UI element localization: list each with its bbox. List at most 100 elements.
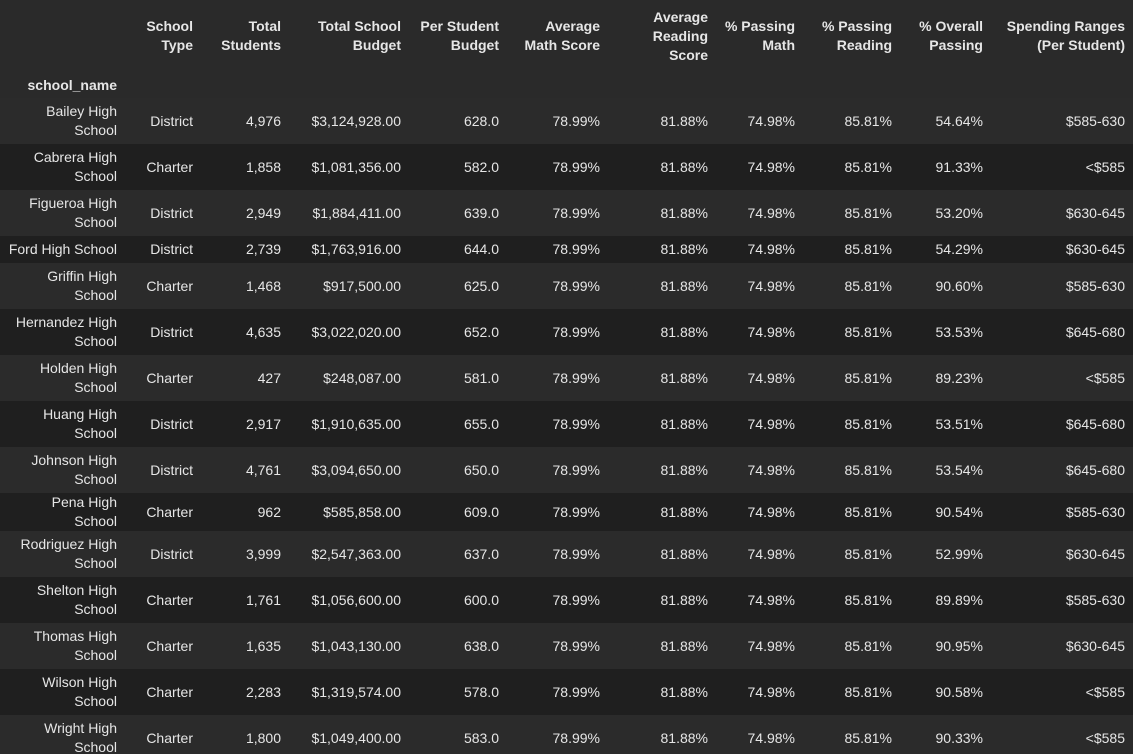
cell-overall-passing: 54.29% [935,241,983,257]
cell-passing-math: 74.98% [747,545,795,562]
cell-passing-reading: 85.81% [844,204,892,221]
row-index-school-name: Cabrera High School [33,149,117,184]
table-row: Bailey High School District 4,976 $3,124,92… [0,98,1133,144]
cell-spending-range: $645-680 [1065,461,1125,478]
cell-average-reading-score: 81.88% [660,591,708,608]
cell-school-type: District [150,204,193,221]
cell-overall-passing: 90.33% [935,729,983,746]
cell-passing-reading: 85.81% [844,545,892,562]
cell-per-student-budget: 581.0 [463,369,499,386]
cell-total-students: 4,761 [245,461,281,478]
cell-passing-math: 74.98% [747,158,795,175]
table-row: Cabrera High School Charter 1,858 $1,081,35… [0,144,1133,190]
cell-overall-passing: 53.53% [935,323,983,340]
cell-per-student-budget: 582.0 [463,158,499,175]
row-index-school-name: Wilson High School [42,674,117,709]
cell-total-students: 2,949 [245,204,281,221]
cell-passing-reading: 85.81% [844,683,892,700]
cell-average-math-score: 78.99% [552,112,600,129]
cell-passing-math: 74.98% [747,204,795,221]
index-name-row: school_name [0,72,1133,98]
cell-average-reading-score: 81.88% [660,637,708,654]
column-header-per-student-budget: Per Student Budget [420,18,499,53]
column-header-spending-ranges: Spending Ranges (Per Student) [1006,18,1125,53]
cell-total-students: 1,800 [245,729,281,746]
cell-total-students: 1,468 [245,277,281,294]
column-header-total-students: Total Students [221,18,281,53]
cell-total-students: 4,635 [245,323,281,340]
cell-average-math-score: 78.99% [552,729,600,746]
cell-average-reading-score: 81.88% [660,112,708,129]
cell-passing-math: 74.98% [747,369,795,386]
table-row: Ford High School District 2,739 $1,763,916.… [0,236,1133,263]
table-body: Bailey High School District 4,976 $3,124,92… [0,98,1133,754]
cell-per-student-budget: 639.0 [463,204,499,221]
cell-per-student-budget: 600.0 [463,591,499,608]
cell-spending-range: <$585 [1085,158,1125,175]
cell-per-student-budget: 655.0 [463,415,499,432]
cell-passing-reading: 85.81% [844,503,892,520]
row-index-school-name: Ford High School [8,241,117,257]
cell-total-school-budget: $1,910,635.00 [311,415,401,432]
cell-passing-math: 74.98% [747,323,795,340]
cell-per-student-budget: 583.0 [463,729,499,746]
cell-total-students: 4,976 [245,112,281,129]
cell-total-school-budget: $1,043,130.00 [311,637,401,654]
cell-average-reading-score: 81.88% [660,277,708,294]
cell-total-school-budget: $2,547,363.00 [311,545,401,562]
cell-total-students: 3,999 [245,545,281,562]
row-index-school-name: Holden High School [39,360,117,395]
cell-passing-math: 74.98% [747,112,795,129]
cell-average-reading-score: 81.88% [660,545,708,562]
cell-total-school-budget: $3,022,020.00 [311,323,401,340]
table-row: Griffin High School Charter 1,468 $917,500.… [0,263,1133,309]
cell-overall-passing: 89.89% [935,591,983,608]
cell-spending-range: $585-630 [1065,503,1125,520]
cell-average-math-score: 78.99% [552,591,600,608]
cell-total-school-budget: $248,087.00 [323,369,401,386]
cell-school-type: District [150,415,193,432]
cell-average-math-score: 78.99% [552,277,600,294]
cell-average-reading-score: 81.88% [660,729,708,746]
column-header-index [0,0,125,72]
cell-total-students: 427 [257,369,281,386]
table-row: Pena High School Charter 962 $585,858.00 609… [0,493,1133,531]
cell-average-math-score: 78.99% [552,637,600,654]
cell-passing-reading: 85.81% [844,369,892,386]
cell-school-type: Charter [146,277,193,294]
cell-total-students: 1,761 [245,591,281,608]
column-header-overall-passing: % Overall Passing [919,18,983,53]
cell-average-reading-score: 81.88% [660,683,708,700]
cell-per-student-budget: 637.0 [463,545,499,562]
cell-spending-range: $630-645 [1065,637,1125,654]
column-header-passing-math: % Passing Math [724,18,795,53]
table-row: Shelton High School Charter 1,761 $1,056,60… [0,577,1133,623]
cell-spending-range: <$585 [1085,729,1125,746]
cell-passing-reading: 85.81% [844,158,892,175]
table-row: Thomas High School Charter 1,635 $1,043,130… [0,623,1133,669]
cell-passing-reading: 85.81% [844,112,892,129]
cell-per-student-budget: 644.0 [463,241,499,257]
cell-average-reading-score: 81.88% [660,503,708,520]
cell-school-type: District [150,545,193,562]
cell-total-school-budget: $1,049,400.00 [311,729,401,746]
cell-overall-passing: 53.20% [935,204,983,221]
cell-passing-math: 74.98% [747,683,795,700]
cell-average-reading-score: 81.88% [660,241,708,257]
cell-passing-reading: 85.81% [844,241,892,257]
row-index-school-name: Huang High School [43,406,117,441]
cell-total-school-budget: $1,056,600.00 [311,591,401,608]
cell-school-type: Charter [146,369,193,386]
cell-average-reading-score: 81.88% [660,415,708,432]
cell-school-type: District [150,241,193,257]
row-index-school-name: Hernandez High School [15,314,117,349]
row-index-school-name: Thomas High School [33,628,117,663]
cell-spending-range: $585-630 [1065,591,1125,608]
cell-total-school-budget: $3,124,928.00 [311,112,401,129]
cell-average-math-score: 78.99% [552,503,600,520]
cell-average-reading-score: 81.88% [660,369,708,386]
cell-total-students: 962 [257,503,281,520]
cell-overall-passing: 52.99% [935,545,983,562]
cell-total-students: 1,635 [245,637,281,654]
cell-average-reading-score: 81.88% [660,323,708,340]
